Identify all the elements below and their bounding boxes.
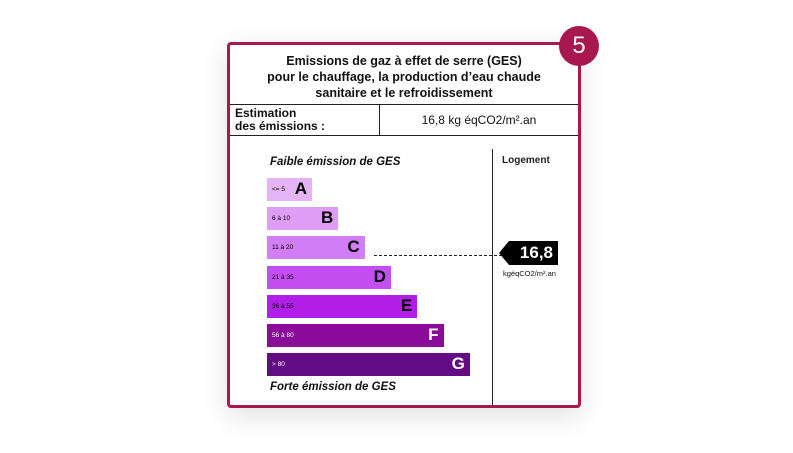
emission-class-bar-g: > 80 G bbox=[267, 353, 470, 377]
column-divider bbox=[492, 149, 493, 405]
ges-label-card: Emissions de gaz à effet de serre (GES) … bbox=[227, 42, 581, 408]
ges-title: Emissions de gaz à effet de serre (GES) … bbox=[230, 53, 578, 101]
step-number-badge: 5 bbox=[559, 26, 599, 66]
ges-title-line-3: sanitaire et le refroidissement bbox=[315, 86, 493, 100]
result-unit: kgéqCO2/m².an bbox=[503, 269, 556, 278]
emission-class-range: 6 à 10 bbox=[272, 215, 291, 223]
emission-class-letter: D bbox=[373, 266, 386, 286]
estimation-label-line-1: Estimation bbox=[235, 106, 297, 120]
emission-class-bar-d: 21 à 35 D bbox=[267, 265, 391, 289]
estimation-label-line-2: des émissions : bbox=[235, 119, 326, 133]
emission-class-range: 11 à 20 bbox=[272, 244, 294, 252]
emission-class-range: 21 à 35 bbox=[272, 273, 294, 281]
ges-title-line-1: Emissions de gaz à effet de serre (GES) bbox=[286, 54, 522, 68]
estimation-divider bbox=[379, 105, 380, 135]
emission-class-letter: B bbox=[321, 208, 334, 228]
logement-column-header: Logement bbox=[502, 155, 550, 166]
emission-class-letter: A bbox=[294, 179, 307, 198]
emission-class-bar-b: 6 à 10 B bbox=[267, 207, 339, 231]
emission-class-bar-a: <= 5 A bbox=[267, 178, 312, 201]
emission-class-letter: F bbox=[428, 325, 439, 344]
estimation-value: 16,8 kg éqCO2/m².an bbox=[421, 113, 537, 127]
emission-class-range: <= 5 bbox=[272, 186, 286, 193]
emission-class-range: > 80 bbox=[272, 361, 285, 369]
emission-class-letter: G bbox=[451, 354, 465, 374]
high-emission-label: Forte émission de GES bbox=[270, 381, 396, 393]
emission-class-bar-c: 11 à 20 C bbox=[267, 236, 365, 260]
emission-class-range: 36 à 55 bbox=[272, 302, 294, 310]
ges-title-line-2: pour le chauffage, la production d’eau c… bbox=[267, 70, 541, 84]
low-emission-label: Faible émission de GES bbox=[270, 156, 401, 168]
emission-class-bar-f: 56 à 80 F bbox=[267, 324, 444, 347]
estimation-label: Estimation des émissions : bbox=[235, 107, 325, 133]
emission-class-bar-e: 36 à 55 E bbox=[267, 294, 418, 318]
emission-class-letter: C bbox=[347, 237, 360, 257]
estimation-row: Estimation des émissions : 16,8 kg éqCO2… bbox=[230, 104, 578, 136]
result-marker: 16,8 bbox=[499, 241, 558, 265]
emission-class-letter: E bbox=[400, 295, 413, 315]
result-leader-line bbox=[374, 255, 502, 256]
emission-class-range: 56 à 80 bbox=[272, 332, 294, 339]
